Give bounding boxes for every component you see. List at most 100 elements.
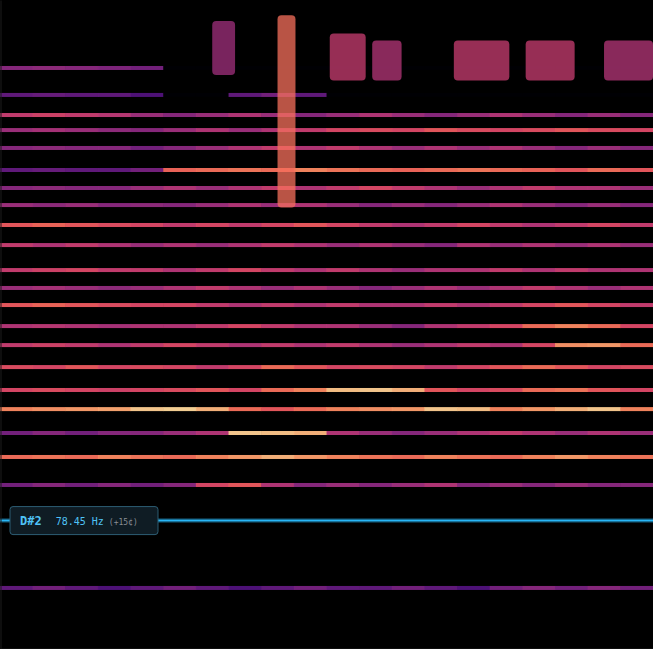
spectral-row [0, 286, 653, 290]
spectral-cell [555, 343, 588, 347]
spectral-cell [588, 343, 621, 347]
spectral-cell [98, 455, 131, 459]
spectral-cell [327, 146, 360, 150]
spectral-cell [33, 243, 66, 247]
spectral-cell [98, 388, 131, 392]
spectral-cell [490, 168, 523, 172]
spectral-cell [294, 128, 327, 132]
spectral-cell [33, 66, 66, 70]
spectral-cell [424, 286, 457, 290]
spectral-cell [359, 243, 392, 247]
spectral-cell [98, 93, 131, 97]
spectral-cell [424, 93, 457, 97]
spectral-cell [359, 128, 392, 132]
spectral-cell [457, 303, 490, 307]
spectral-cell [0, 66, 33, 70]
spectral-cell [163, 146, 196, 150]
spectral-cell [359, 303, 392, 307]
spectral-cell [294, 146, 327, 150]
spectral-cell [196, 243, 229, 247]
spectral-cell [261, 407, 294, 411]
spectral-cell [98, 343, 131, 347]
spectral-cell [359, 365, 392, 369]
spectral-row [0, 223, 653, 227]
spectral-cell [196, 365, 229, 369]
spectral-cell [588, 586, 621, 590]
spectral-cell [0, 303, 33, 307]
spectral-cell [620, 483, 653, 487]
spectral-cell [0, 146, 33, 150]
spectral-cell [65, 483, 98, 487]
spectral-cell [0, 343, 33, 347]
spectral-cell [33, 324, 66, 328]
spectral-cell [163, 324, 196, 328]
spectral-cell [588, 168, 621, 172]
spectral-cell [229, 243, 262, 247]
spectral-cell [33, 223, 66, 227]
spectral-cell [196, 186, 229, 190]
spectral-cell [359, 146, 392, 150]
spectral-cell [457, 343, 490, 347]
spectral-cell [131, 146, 164, 150]
spectral-cell [424, 483, 457, 487]
plot-area [0, 15, 653, 590]
spectral-cell [327, 186, 360, 190]
spectral-row [0, 365, 653, 369]
spectral-cell [490, 93, 523, 97]
spectral-cell [522, 388, 555, 392]
spectral-cell [0, 431, 33, 435]
spectral-cell [98, 186, 131, 190]
spectral-cell [555, 243, 588, 247]
spectral-cell [620, 186, 653, 190]
spectral-cell [457, 483, 490, 487]
spectral-cell [294, 483, 327, 487]
spectral-cell [0, 223, 33, 227]
spectral-cell [196, 343, 229, 347]
spectral-cell [327, 324, 360, 328]
spectral-cell [0, 365, 33, 369]
spectral-cell [65, 146, 98, 150]
noise-burst [526, 40, 575, 80]
spectral-cell [588, 203, 621, 207]
spectral-cell [359, 343, 392, 347]
spectral-row [0, 268, 653, 272]
spectral-row [0, 455, 653, 459]
spectral-cell [163, 66, 196, 70]
spectral-cell [229, 388, 262, 392]
spectral-cell [359, 586, 392, 590]
spectral-cell [163, 303, 196, 307]
spectral-cell [131, 586, 164, 590]
spectral-cell [98, 324, 131, 328]
spectral-cell [65, 324, 98, 328]
spectral-row [0, 93, 653, 97]
spectral-cell [229, 223, 262, 227]
spectral-cell [131, 431, 164, 435]
spectral-cell [588, 186, 621, 190]
spectral-cell [555, 365, 588, 369]
spectral-cell [294, 66, 327, 70]
spectral-cell [359, 268, 392, 272]
spectral-cell [294, 407, 327, 411]
spectral-cell [327, 168, 360, 172]
spectral-cell [588, 223, 621, 227]
spectral-cell [261, 431, 294, 435]
spectral-cell [65, 186, 98, 190]
spectral-cell [0, 113, 33, 117]
spectral-cell [490, 243, 523, 247]
spectral-cell [229, 303, 262, 307]
spectral-cell [457, 407, 490, 411]
spectral-cell [0, 286, 33, 290]
spectral-cell [196, 303, 229, 307]
spectral-cell [261, 586, 294, 590]
spectral-cell [620, 455, 653, 459]
spectral-cell [33, 168, 66, 172]
spectral-cell [131, 365, 164, 369]
spectral-cell [163, 455, 196, 459]
spectral-cell [131, 243, 164, 247]
spectral-cell [555, 324, 588, 328]
spectral-cell [229, 324, 262, 328]
spectral-cell [163, 483, 196, 487]
spectral-cell [392, 203, 425, 207]
spectral-cell [424, 324, 457, 328]
spectral-cell [98, 168, 131, 172]
